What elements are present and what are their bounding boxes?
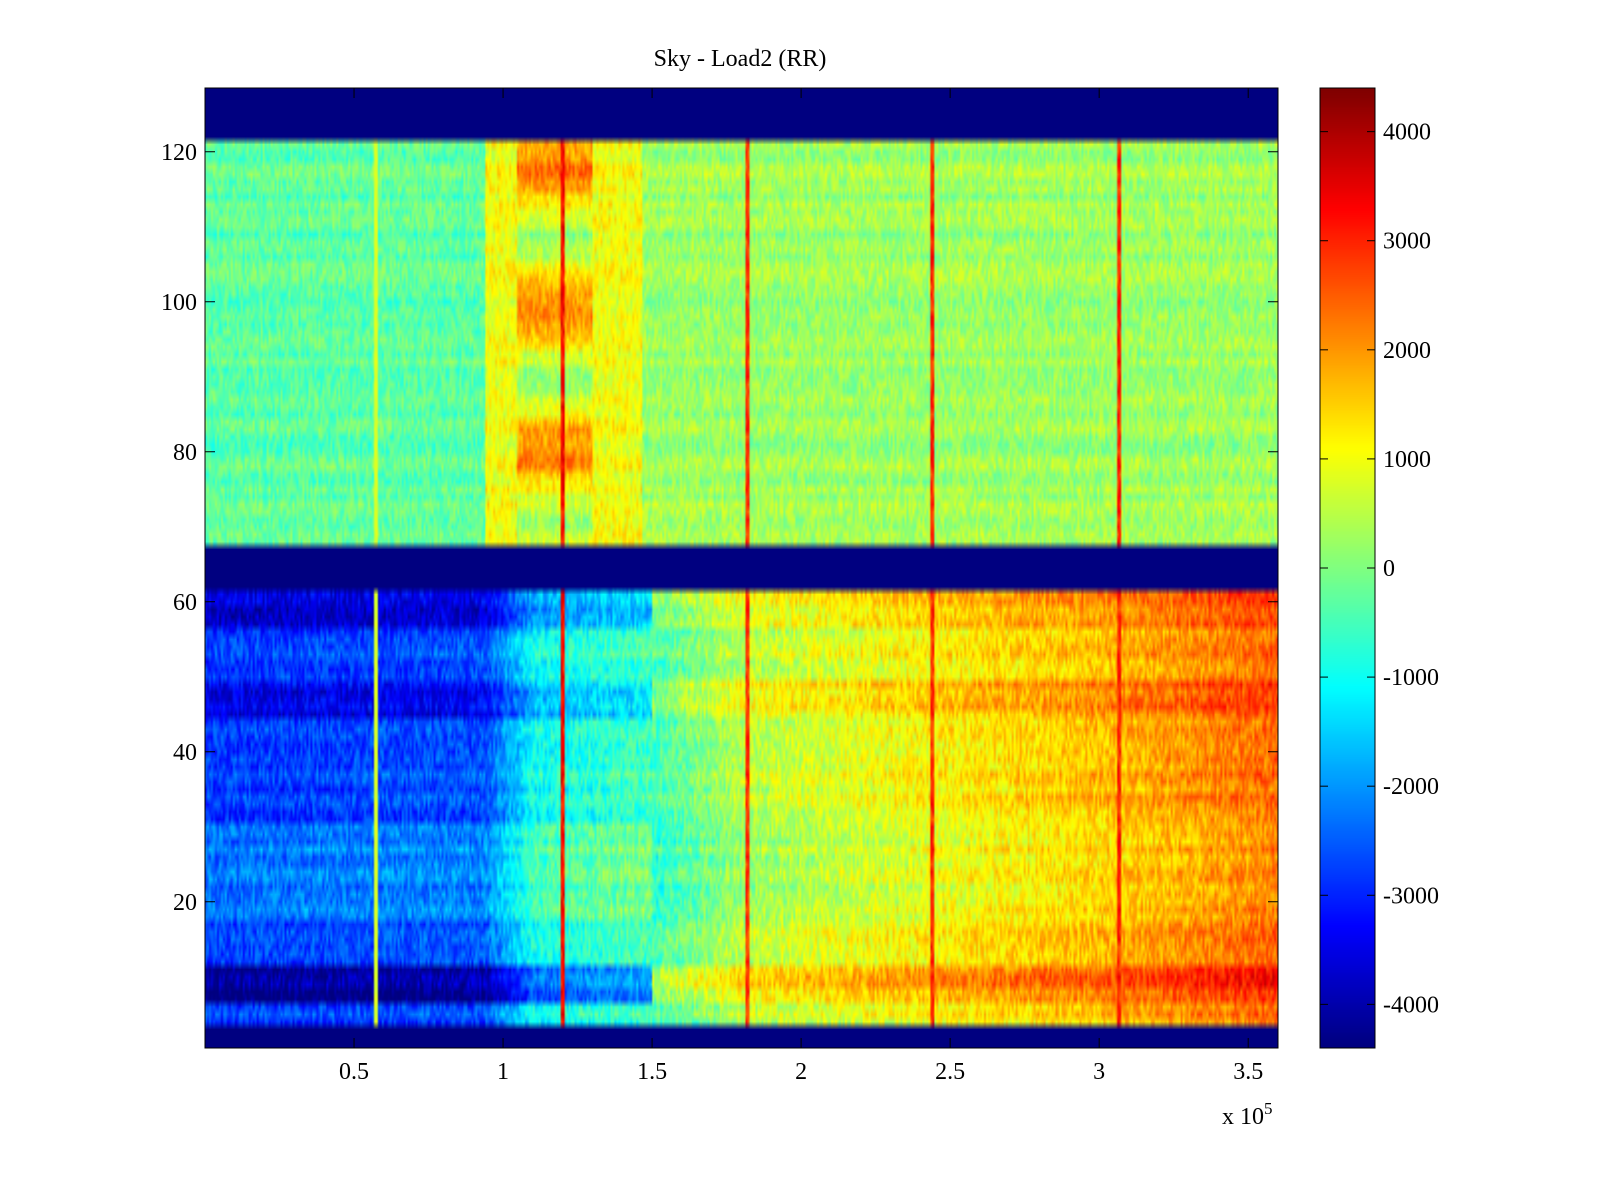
axes-frame	[204, 87, 1279, 1049]
colorbar-gradient	[1320, 88, 1375, 1048]
colorbar-tick-label: 0	[1383, 556, 1395, 582]
colorbar-tick-label: 4000	[1383, 120, 1431, 146]
colorbar-tick-label: 3000	[1383, 229, 1431, 255]
colorbar-tick-label: -2000	[1383, 774, 1439, 800]
x-tick-label: 2	[795, 1059, 807, 1085]
y-tick-label: 120	[161, 140, 197, 166]
colorbar-tick-label: -3000	[1383, 883, 1439, 909]
x-tick-label: 3.5	[1233, 1059, 1263, 1085]
x-multiplier-exponent: 5	[1264, 1099, 1273, 1118]
x-tick-label: 1.5	[637, 1059, 667, 1085]
y-tick-label: 40	[173, 740, 197, 766]
y-tick-label: 20	[173, 890, 197, 916]
x-axis: 0.5 1 1.5 2 2.5 3 3.5	[339, 88, 1263, 1085]
colorbar: 4000 3000 2000 1000 0 -1000 -2000 -3000 -4000	[1319, 87, 1439, 1049]
heatmap-area	[205, 88, 1278, 1048]
chart-title: Sky - Load2 (RR)	[654, 46, 827, 72]
x-tick-label: 3	[1093, 1059, 1105, 1085]
colorbar-tick-label: -4000	[1383, 992, 1439, 1018]
x-axis-multiplier: x 105	[1222, 1099, 1273, 1130]
y-axis: 20 40 60 80 100 120	[161, 140, 1278, 916]
colorbar-ticks: 4000 3000 2000 1000 0 -1000 -2000 -3000 -4000	[1320, 120, 1439, 1018]
y-tick-label: 80	[173, 440, 197, 466]
x-tick-label: 2.5	[935, 1059, 965, 1085]
colorbar-tick-label: 1000	[1383, 447, 1431, 473]
y-tick-label: 60	[173, 590, 197, 616]
y-tick-label: 100	[161, 290, 197, 316]
colorbar-tick-label: -1000	[1383, 665, 1439, 691]
heatmap-image	[205, 88, 1278, 1048]
colorbar-tick-label: 2000	[1383, 338, 1431, 364]
x-tick-label: 1	[497, 1059, 509, 1085]
x-multiplier-base: x 10	[1222, 1104, 1264, 1130]
x-tick-label: 0.5	[339, 1059, 369, 1085]
